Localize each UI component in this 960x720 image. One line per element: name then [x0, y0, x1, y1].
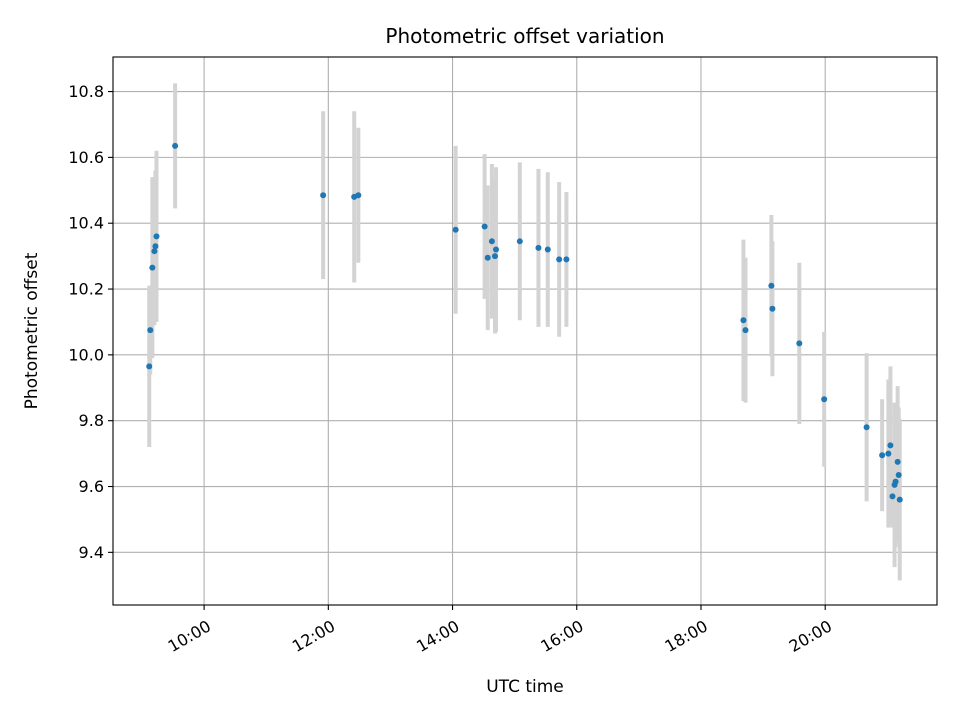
data-point — [889, 493, 896, 500]
data-point — [488, 238, 495, 245]
data-point — [493, 246, 500, 253]
data-point — [516, 238, 523, 245]
y-tick-label: 9.8 — [79, 411, 104, 430]
y-tick-label: 10.2 — [68, 280, 104, 299]
data-point — [491, 253, 498, 260]
y-tick-label: 10.0 — [68, 345, 104, 364]
data-point — [320, 192, 327, 199]
data-point — [147, 327, 154, 334]
data-point — [885, 450, 892, 457]
y-tick-label: 10.6 — [68, 148, 104, 167]
data-point — [149, 264, 156, 271]
data-point — [768, 282, 775, 289]
data-point — [481, 223, 488, 230]
data-point — [879, 452, 886, 459]
data-point — [563, 256, 570, 263]
data-point — [892, 478, 899, 485]
data-point — [146, 363, 153, 370]
y-axis-label: Photometric offset — [22, 252, 42, 409]
data-point — [894, 458, 901, 465]
data-point — [484, 254, 491, 261]
data-point — [769, 305, 776, 312]
data-point — [452, 226, 459, 233]
grid — [113, 57, 937, 605]
data-point — [152, 243, 159, 250]
data-point — [821, 396, 828, 403]
chart-title: Photometric offset variation — [385, 24, 664, 48]
data-point — [355, 192, 362, 199]
data-point — [151, 248, 158, 255]
y-tick-label: 10.8 — [68, 82, 104, 101]
data-point — [896, 496, 903, 503]
data-point — [796, 340, 803, 347]
data-point — [895, 471, 902, 478]
data-point — [742, 327, 749, 334]
y-tick-label: 9.6 — [79, 477, 104, 496]
y-axis-ticks: 9.4 9.6 9.8 10.0 10.2 10.4 10.6 10.8 — [68, 82, 113, 562]
data-point — [153, 233, 160, 240]
x-axis-label: UTC time — [486, 677, 564, 697]
data-point — [740, 317, 747, 324]
data-point — [172, 142, 179, 149]
data-point — [556, 256, 563, 263]
data-point — [544, 246, 551, 253]
data-point — [863, 424, 870, 431]
y-tick-label: 9.4 — [79, 543, 104, 562]
data-point — [887, 442, 894, 449]
plot-frame — [112, 56, 938, 606]
data-points — [146, 142, 903, 503]
data-point — [535, 244, 542, 251]
y-tick-label: 10.4 — [68, 214, 104, 233]
